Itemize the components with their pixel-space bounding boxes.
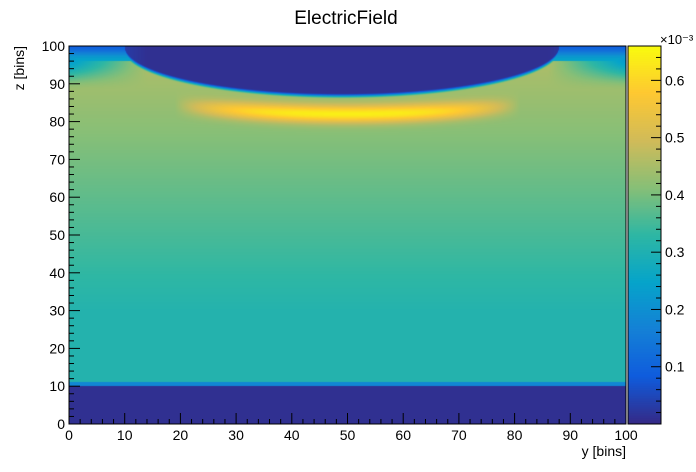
y-axis: 0 10 20 30 40 50 60 70 80 90 100 bbox=[42, 38, 80, 432]
y-tick-label: 50 bbox=[49, 227, 65, 243]
colorbar-axis: 0.1 0.2 0.3 0.4 0.5 0.6 bbox=[651, 45, 685, 425]
x-axis: 0 10 20 30 40 50 60 70 80 90 100 bbox=[65, 413, 638, 443]
x-tick-label: 10 bbox=[117, 427, 133, 443]
x-tick-label: 100 bbox=[614, 427, 638, 443]
heatmap-image bbox=[69, 46, 626, 424]
x-tick-label: 70 bbox=[451, 427, 467, 443]
x-tick-label: 50 bbox=[340, 427, 356, 443]
x-tick-label: 60 bbox=[395, 427, 411, 443]
colorbar-exponent: ×10⁻³ bbox=[660, 32, 694, 47]
x-axis-label: y [bins] bbox=[582, 443, 626, 459]
colorbar-gradient bbox=[628, 46, 661, 424]
heatmap-plot-area bbox=[68, 45, 627, 425]
y-axis-label: z [bins] bbox=[11, 46, 27, 90]
x-tick-label: 90 bbox=[563, 427, 579, 443]
y-tick-label: 100 bbox=[42, 38, 66, 54]
y-tick-label: 70 bbox=[49, 151, 65, 167]
x-tick-label: 80 bbox=[507, 427, 523, 443]
colorbar-frame bbox=[627, 45, 662, 425]
y-tick-label: 20 bbox=[49, 340, 65, 356]
chart-title: ElectricField bbox=[294, 8, 397, 29]
x-tick-label: 20 bbox=[173, 427, 189, 443]
y-tick-label: 40 bbox=[49, 265, 65, 281]
y-tick-label: 30 bbox=[49, 303, 65, 319]
y-tick-label: 10 bbox=[49, 378, 65, 394]
x-tick-label: 30 bbox=[228, 427, 244, 443]
x-tick-label: 40 bbox=[284, 427, 300, 443]
y-tick-label: 0 bbox=[57, 416, 65, 432]
y-tick-label: 60 bbox=[49, 189, 65, 205]
colorbar-tick-label: 0.5 bbox=[665, 130, 685, 146]
colorbar-tick-label: 0.3 bbox=[665, 244, 685, 260]
y-tick-label: 80 bbox=[49, 114, 65, 130]
y-tick-label: 90 bbox=[49, 76, 65, 92]
colorbar-tick-label: 0.1 bbox=[665, 359, 685, 375]
x-tick-label: 0 bbox=[65, 427, 73, 443]
colorbar-tick-label: 0.4 bbox=[665, 187, 685, 203]
colorbar-tick-label: 0.2 bbox=[665, 301, 685, 317]
colorbar-tick-label: 0.6 bbox=[665, 72, 685, 88]
colorbar: 0.1 0.2 0.3 0.4 0.5 0.6 ×10⁻³ bbox=[627, 32, 694, 425]
